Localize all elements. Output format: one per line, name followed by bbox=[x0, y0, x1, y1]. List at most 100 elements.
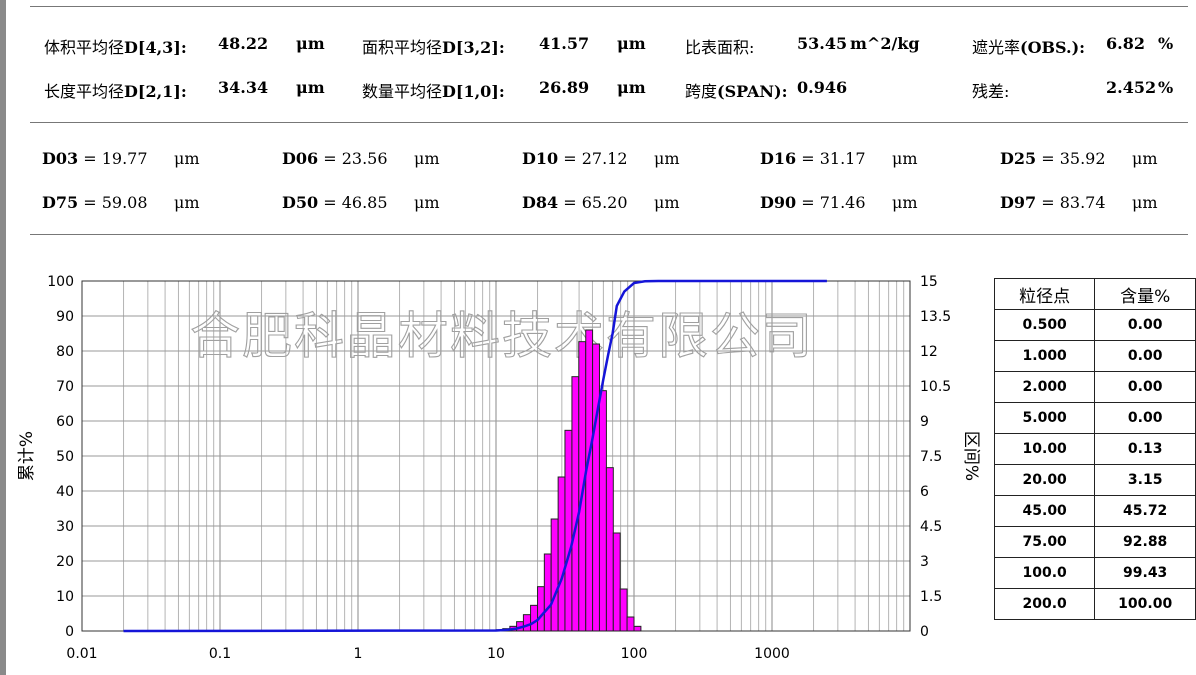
d-value-unit: μm bbox=[654, 149, 680, 168]
d-value-item: D84 = 65.20 bbox=[522, 193, 628, 212]
summary-unit: μm bbox=[296, 78, 325, 97]
histogram-bar bbox=[550, 518, 559, 632]
y-left-tick-label: 50 bbox=[56, 449, 74, 465]
y-right-tick-label: 12 bbox=[920, 344, 938, 360]
content-cell: 0.00 bbox=[1094, 309, 1196, 341]
summary-unit: μm bbox=[296, 34, 325, 53]
histogram-bar bbox=[537, 586, 545, 632]
y-right-tick-label: 3 bbox=[920, 554, 929, 570]
table-row: 200.0 100.00 bbox=[993, 588, 1196, 620]
header-content: 含量% bbox=[1094, 278, 1196, 310]
d-value-unit: μm bbox=[174, 149, 200, 168]
window-edge bbox=[0, 0, 6, 675]
d-value-number: 46.85 bbox=[341, 193, 388, 212]
size-point-cell: 200.0 bbox=[993, 588, 1096, 620]
d-value-name: D90 bbox=[760, 193, 797, 212]
d-value-number: 35.92 bbox=[1059, 149, 1106, 168]
d-value-name: D16 bbox=[760, 149, 797, 168]
content-cell: 0.00 bbox=[1094, 402, 1196, 434]
stat-label-text: 体积平均径 bbox=[44, 38, 125, 57]
table-row: 1.000 0.00 bbox=[993, 340, 1196, 372]
d-value-name: D50 bbox=[282, 193, 319, 212]
y-right-tick-label: 4.5 bbox=[920, 519, 942, 535]
y-right-tick-label: 9 bbox=[920, 414, 929, 430]
x-tick-label: 100 bbox=[621, 646, 648, 662]
y-right-tick-label: 0 bbox=[920, 624, 929, 640]
d-value-unit: μm bbox=[174, 193, 200, 212]
content-cell: 100.00 bbox=[1094, 588, 1196, 620]
histogram-bar bbox=[564, 429, 573, 632]
d-value-unit: μm bbox=[1132, 149, 1158, 168]
summary-label: 残差: bbox=[972, 78, 1009, 102]
size-point-cell: 10.00 bbox=[993, 433, 1096, 465]
stat-label-text: 遮光率 bbox=[972, 38, 1021, 57]
y-left-tick-label: 10 bbox=[56, 589, 74, 605]
summary-value: 6.82 bbox=[1106, 34, 1145, 53]
y-left-tick-label: 20 bbox=[56, 554, 74, 570]
d-value-item: D50 = 46.85 bbox=[282, 193, 388, 212]
summary-value: 2.452 bbox=[1106, 78, 1157, 97]
stat-key: (OBS.) bbox=[1020, 38, 1080, 57]
table-row: 5.000 0.00 bbox=[993, 402, 1196, 434]
stat-separator: : bbox=[498, 38, 505, 57]
d-value-name: D10 bbox=[522, 149, 559, 168]
d-value-name: D75 bbox=[42, 193, 79, 212]
size-point-cell: 75.00 bbox=[993, 526, 1096, 558]
table-row: 20.00 3.15 bbox=[993, 464, 1196, 496]
size-content-table: 粒径点 含量% 0.500 0.00 1.000 0.00 2.000 0.00 5.000… bbox=[993, 278, 1196, 620]
summary-value: 41.57 bbox=[539, 34, 590, 53]
y-left-tick-label: 30 bbox=[56, 519, 74, 535]
summary-unit: % bbox=[1158, 34, 1174, 53]
cumulative-line bbox=[123, 279, 827, 633]
stat-label-text: 面积平均径 bbox=[362, 38, 443, 57]
d-value-item: D90 = 71.46 bbox=[760, 193, 866, 212]
d-value-item: D25 = 35.92 bbox=[1000, 149, 1106, 168]
histogram-bar bbox=[571, 376, 580, 632]
summary-unit: m^2/kg bbox=[850, 34, 920, 53]
stat-separator: : bbox=[180, 82, 187, 101]
stat-key: D[2,1] bbox=[124, 82, 181, 101]
d-value-unit: μm bbox=[1132, 193, 1158, 212]
d-value-name: D84 bbox=[522, 193, 559, 212]
stat-separator: : bbox=[498, 82, 505, 101]
stat-label-text: 跨度 bbox=[685, 82, 718, 101]
summary-value: 34.34 bbox=[218, 78, 269, 97]
d-value-unit: μm bbox=[414, 193, 440, 212]
content-cell: 0.13 bbox=[1094, 433, 1196, 465]
table-header-row: 粒径点 含量% bbox=[993, 278, 1196, 310]
d-value-item: D75 = 59.08 bbox=[42, 193, 148, 212]
size-point-cell: 0.500 bbox=[993, 309, 1096, 341]
y-left-tick-label: 60 bbox=[56, 414, 74, 430]
histogram-bar bbox=[543, 553, 552, 632]
histogram-bar bbox=[619, 588, 628, 632]
content-cell: 0.00 bbox=[1094, 340, 1196, 372]
stat-label-text: 比表面积: bbox=[685, 38, 755, 57]
x-tick-label: 10 bbox=[487, 646, 505, 662]
table-row: 10.00 0.13 bbox=[993, 433, 1196, 465]
content-cell: 0.00 bbox=[1094, 371, 1196, 403]
histogram-bar bbox=[585, 329, 594, 632]
d-value-name: D25 bbox=[1000, 149, 1037, 168]
content-cell: 45.72 bbox=[1094, 495, 1196, 527]
stat-key: D[4,3] bbox=[124, 38, 181, 57]
summary-unit: μm bbox=[617, 78, 646, 97]
size-point-cell: 20.00 bbox=[993, 464, 1096, 496]
summary-unit: % bbox=[1158, 78, 1174, 97]
summary-unit: μm bbox=[617, 34, 646, 53]
histogram-bar bbox=[557, 476, 566, 632]
d-value-item: D03 = 19.77 bbox=[42, 149, 148, 168]
x-tick-label: 0.1 bbox=[209, 646, 231, 662]
histogram-bar bbox=[633, 625, 642, 632]
y-left-tick-label: 70 bbox=[56, 379, 74, 395]
content-cell: 92.88 bbox=[1094, 526, 1196, 558]
x-tick-label: 0.01 bbox=[66, 646, 97, 662]
y-right-tick-label: 6 bbox=[920, 484, 929, 500]
histogram-bar bbox=[530, 604, 539, 632]
histogram-bar bbox=[626, 616, 635, 632]
y-right-tick-label: 15 bbox=[920, 274, 938, 290]
histogram-bar bbox=[612, 532, 621, 632]
particle-size-distribution-chart: 合肥科晶材料技术有限公司010203040506070809010001.534… bbox=[17, 274, 981, 662]
summary-label: 长度平均径D[2,1]: bbox=[44, 78, 187, 102]
summary-label: 面积平均径D[3,2]: bbox=[362, 34, 505, 58]
histogram-bar bbox=[598, 390, 607, 632]
